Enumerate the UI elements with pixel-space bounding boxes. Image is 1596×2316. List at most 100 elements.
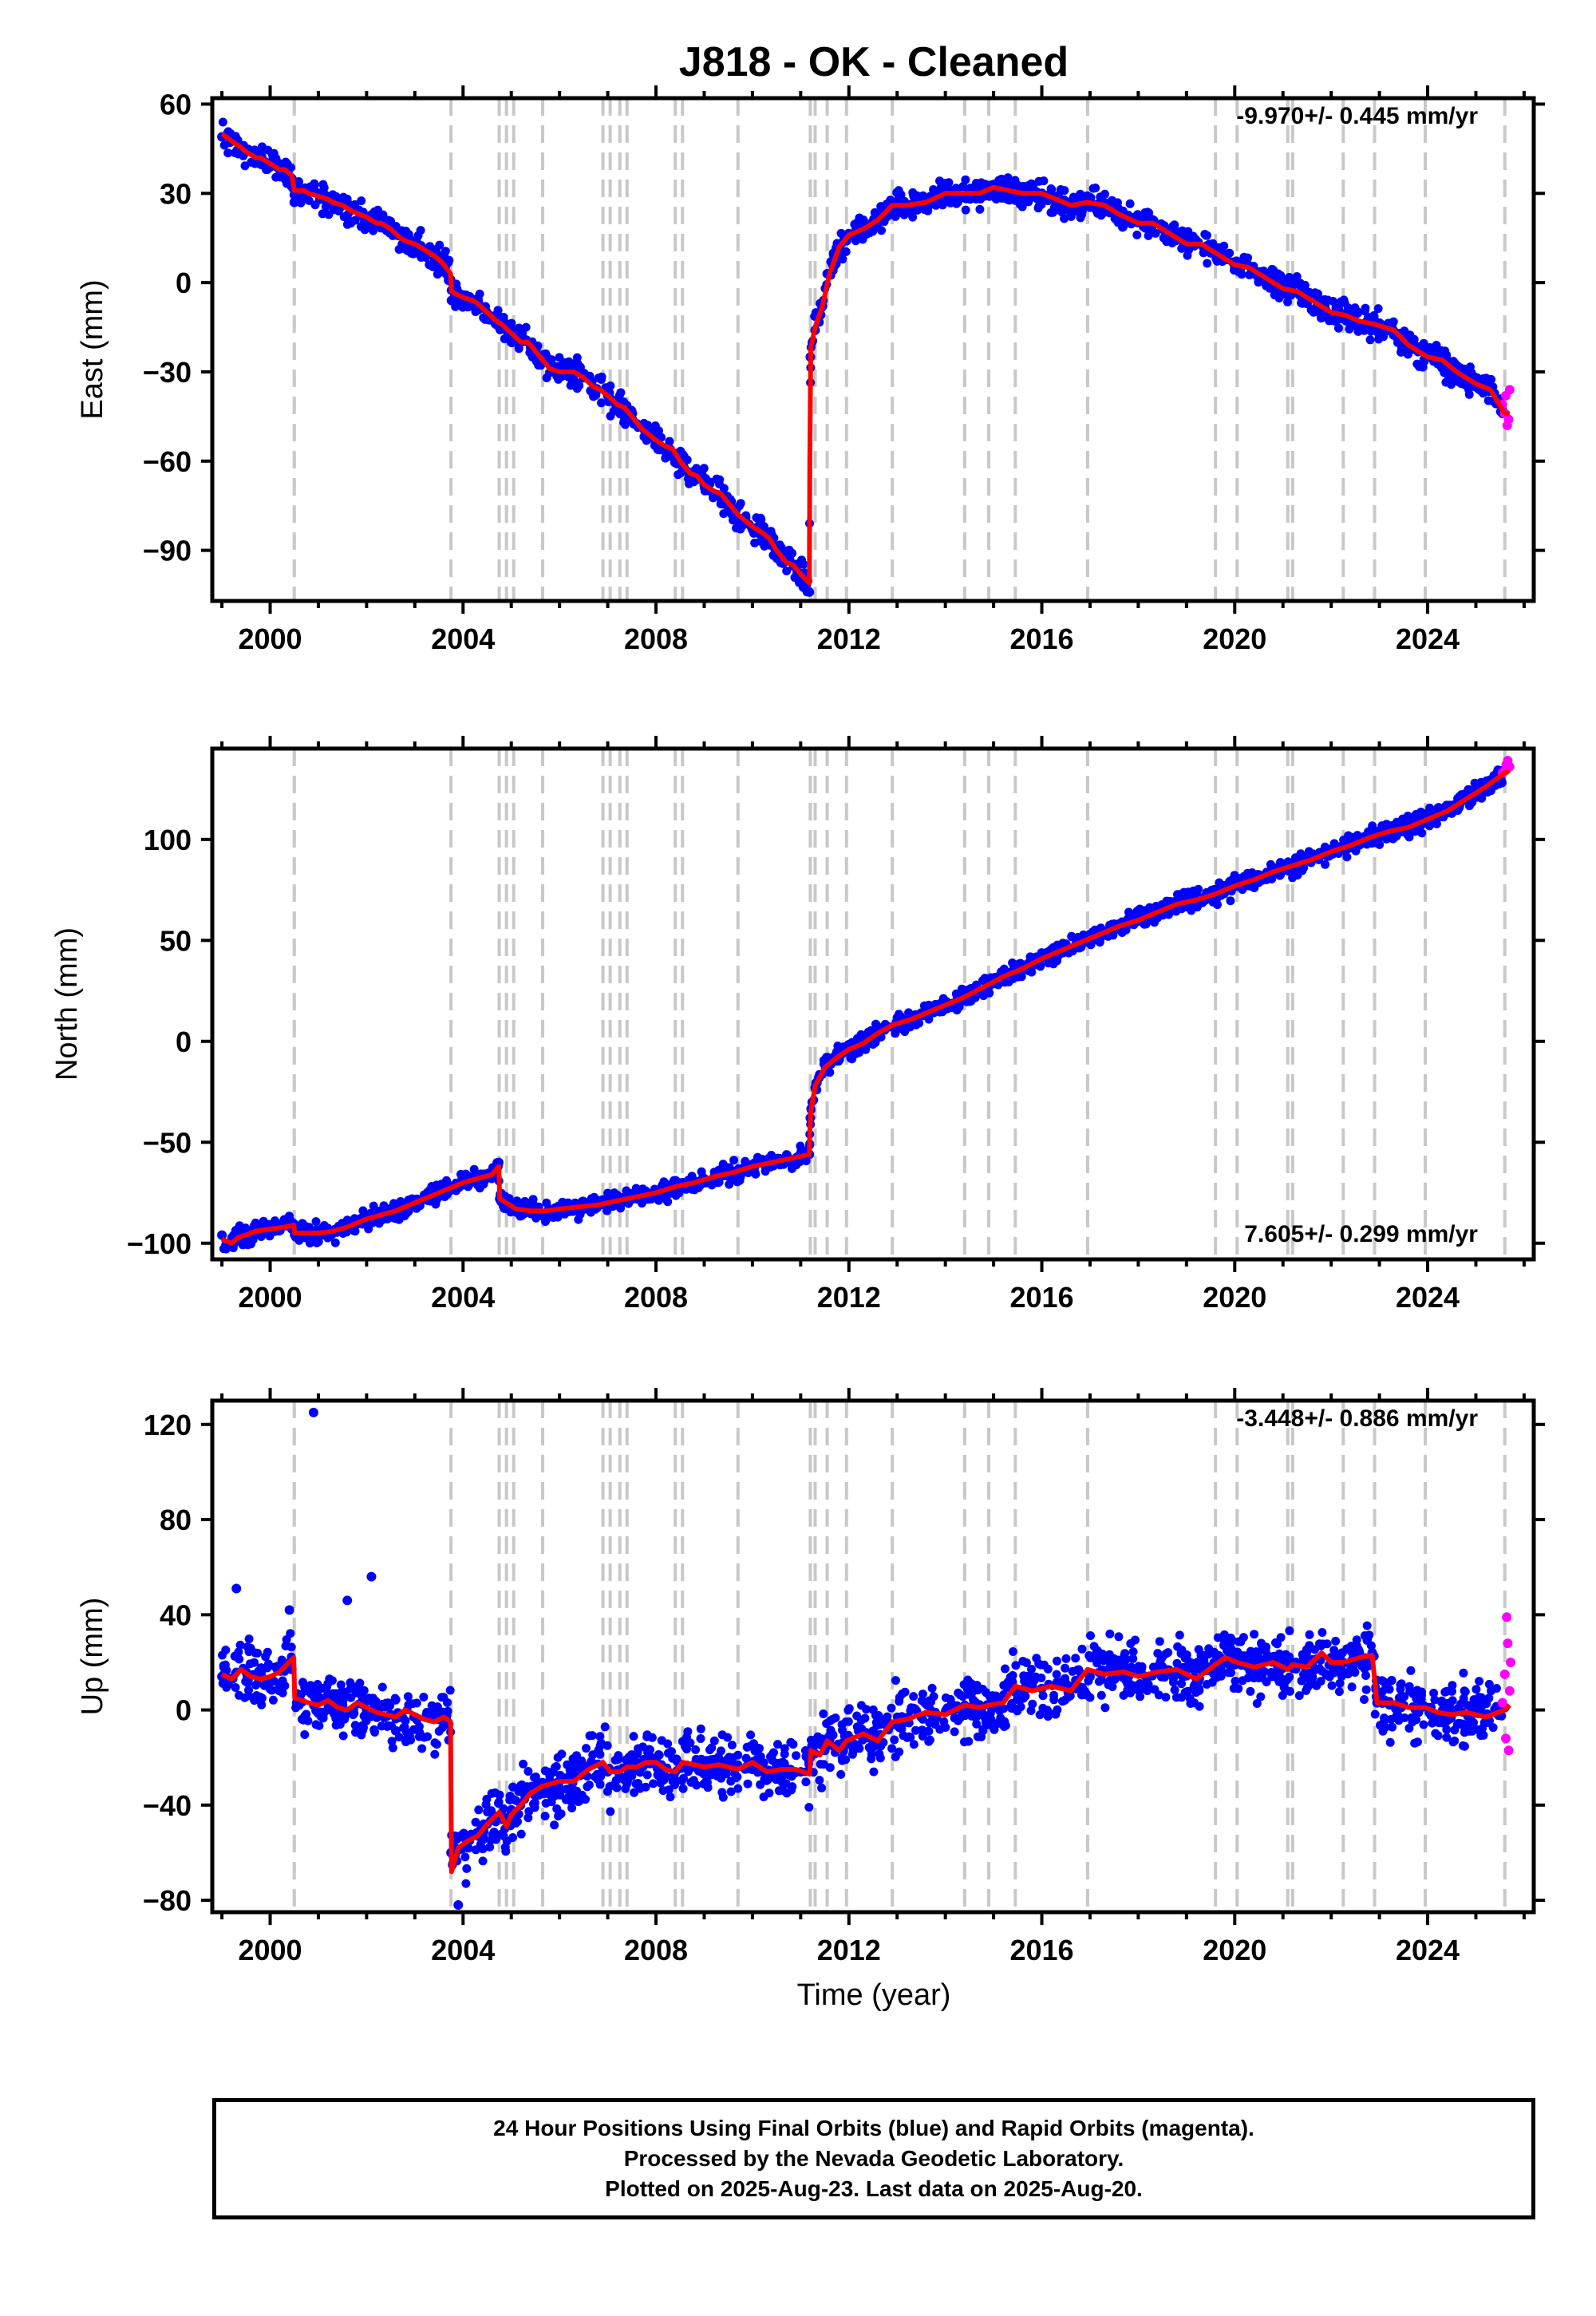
data-point xyxy=(602,1787,612,1796)
data-point xyxy=(572,1751,581,1761)
data-point xyxy=(629,1732,638,1741)
data-point xyxy=(712,474,721,484)
data-point xyxy=(719,484,729,493)
data-point xyxy=(1126,1639,1136,1648)
x-tick-label: 2000 xyxy=(238,1281,302,1314)
data-point xyxy=(918,1690,927,1699)
data-point xyxy=(1364,313,1373,322)
data-point xyxy=(1017,202,1027,211)
data-point xyxy=(562,1784,571,1794)
data-point xyxy=(606,411,615,421)
data-point xyxy=(940,179,950,188)
model-line xyxy=(220,769,1511,1246)
data-point xyxy=(1044,958,1053,968)
data-point xyxy=(582,1744,591,1753)
data-point xyxy=(1477,793,1487,803)
data-point xyxy=(752,513,761,523)
data-point xyxy=(1305,1630,1314,1639)
data-point xyxy=(911,1725,920,1735)
data-point xyxy=(1052,202,1061,211)
data-point xyxy=(1128,1647,1138,1657)
data-point xyxy=(877,226,886,235)
data-point xyxy=(1086,1631,1095,1640)
data-point xyxy=(1274,269,1283,279)
data-point xyxy=(1226,896,1235,906)
data-point xyxy=(294,177,303,186)
data-point xyxy=(773,1740,782,1749)
data-point xyxy=(555,353,564,362)
data-point xyxy=(1373,304,1383,314)
data-point xyxy=(847,1749,857,1759)
data-point xyxy=(891,1752,900,1761)
data-point xyxy=(904,1008,914,1018)
data-point xyxy=(760,541,769,551)
data-point xyxy=(951,195,960,204)
data-point xyxy=(223,148,233,158)
data-point xyxy=(909,1692,918,1701)
x-tick-label: 2020 xyxy=(1203,622,1266,655)
data-point xyxy=(919,1001,929,1010)
data-point xyxy=(1148,1662,1158,1672)
y-tick-label: −30 xyxy=(143,356,192,389)
data-point xyxy=(1465,362,1475,372)
data-point xyxy=(595,1732,605,1741)
data-point xyxy=(1479,1717,1489,1727)
data-point xyxy=(304,196,314,205)
data-point xyxy=(1329,1646,1339,1655)
data-point xyxy=(416,226,425,235)
data-point xyxy=(1018,194,1028,203)
data-point xyxy=(951,184,961,193)
data-point xyxy=(1156,1672,1166,1682)
data-point xyxy=(775,540,784,550)
data-point xyxy=(651,425,661,434)
data-point xyxy=(956,1713,965,1722)
data-point xyxy=(1285,273,1294,282)
data-point xyxy=(1150,1685,1159,1694)
data-point xyxy=(458,302,468,312)
data-point xyxy=(1091,184,1100,192)
data-point xyxy=(1430,1695,1440,1705)
data-point xyxy=(917,1696,926,1705)
data-point xyxy=(313,1235,322,1244)
data-point xyxy=(1418,342,1428,351)
data-point xyxy=(1333,323,1343,333)
data-point xyxy=(319,183,329,192)
data-point xyxy=(643,1748,653,1757)
data-point xyxy=(610,1780,619,1789)
data-point xyxy=(597,398,606,408)
data-point xyxy=(614,1754,623,1764)
data-point xyxy=(256,146,266,156)
data-point xyxy=(868,1705,878,1714)
data-point xyxy=(1118,223,1128,232)
y-tick-label: −90 xyxy=(143,535,192,567)
data-point xyxy=(482,1794,492,1804)
plot-frame xyxy=(210,96,1536,603)
data-point xyxy=(985,988,994,998)
data-point xyxy=(1155,1637,1164,1646)
data-point xyxy=(796,1141,805,1151)
data-point xyxy=(414,1732,424,1741)
data-point xyxy=(938,200,947,210)
data-point xyxy=(868,227,878,236)
data-point xyxy=(727,1741,737,1750)
data-point xyxy=(419,1693,429,1701)
data-point xyxy=(663,1197,673,1207)
plot-area xyxy=(212,749,1534,1259)
data-point xyxy=(1441,377,1451,387)
y-tick-label: 50 xyxy=(160,924,192,957)
data-point xyxy=(634,1779,643,1788)
data-point xyxy=(1475,1677,1484,1686)
data-point xyxy=(667,1747,676,1757)
data-point xyxy=(235,1640,245,1650)
data-point xyxy=(836,228,846,238)
data-point xyxy=(469,1164,479,1174)
data-point xyxy=(394,1733,404,1742)
data-point xyxy=(286,1642,296,1652)
data-point xyxy=(1100,1703,1110,1713)
data-point xyxy=(401,1735,410,1745)
data-point xyxy=(674,470,683,480)
data-point xyxy=(661,1772,670,1781)
data-point xyxy=(1425,803,1435,812)
data-point xyxy=(1388,1722,1397,1732)
